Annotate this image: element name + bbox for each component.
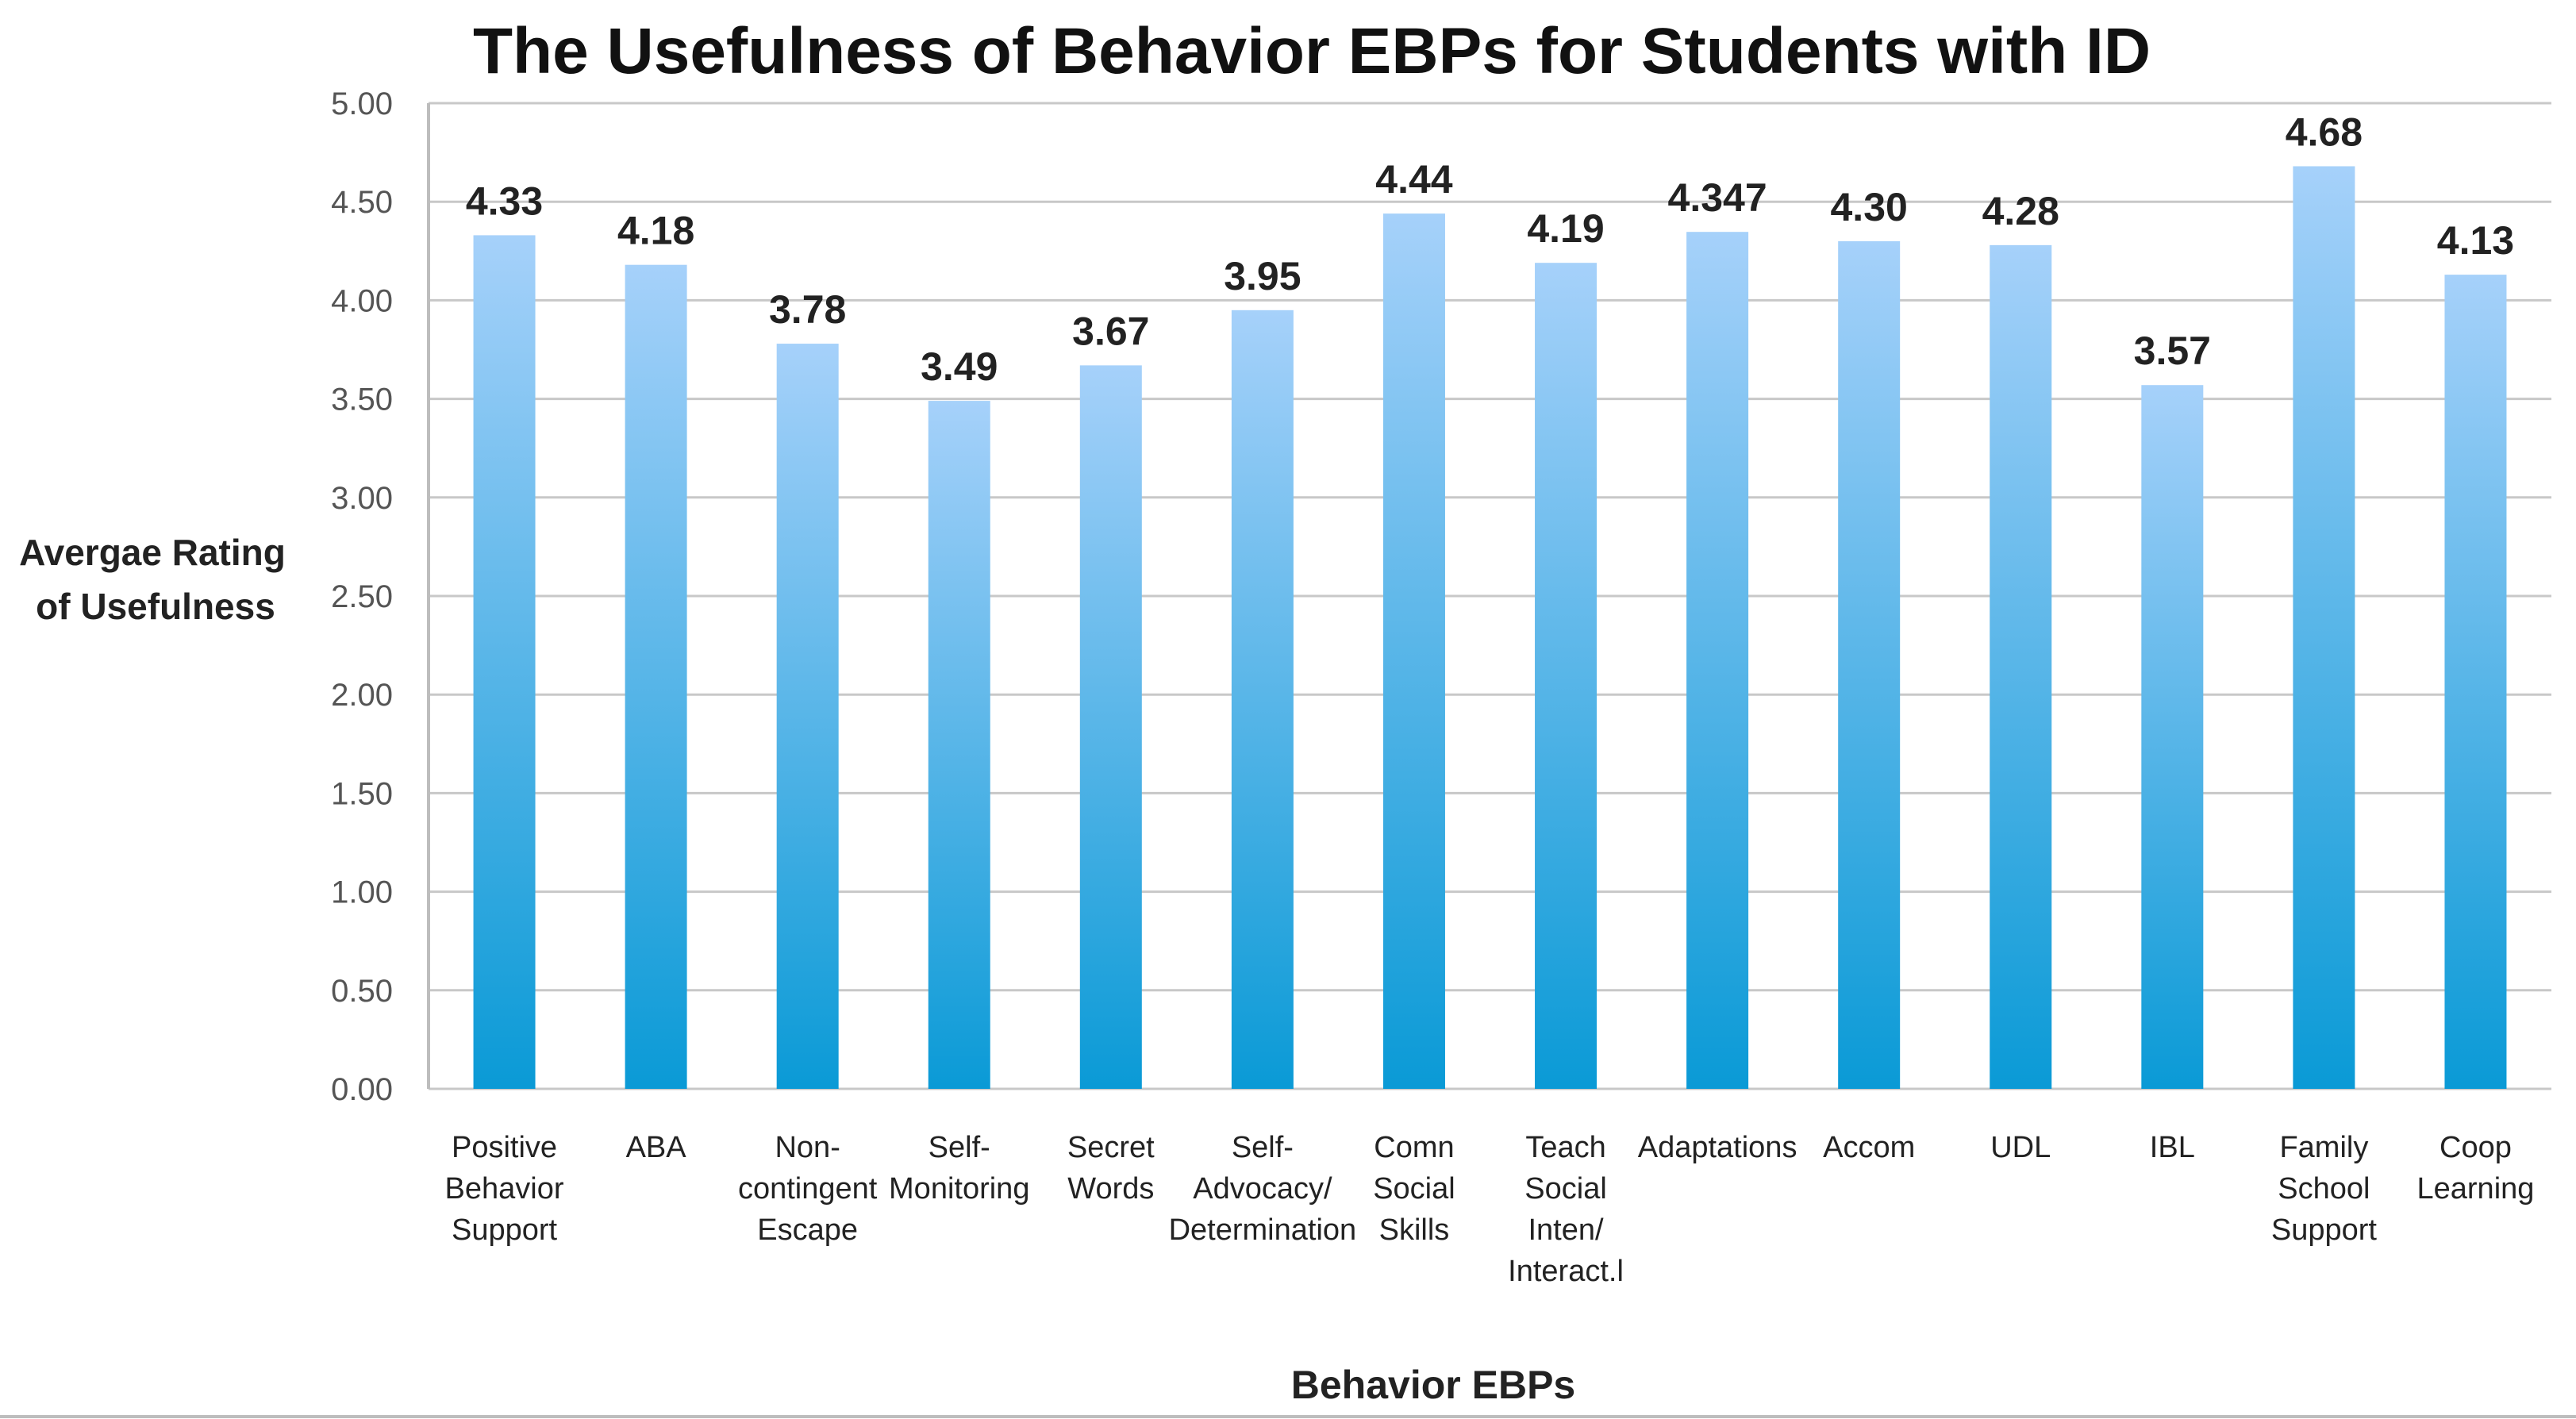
- data-label: 4.18: [617, 209, 694, 253]
- data-label: 4.13: [2437, 218, 2514, 263]
- data-label: 3.67: [1072, 309, 1149, 353]
- x-tick-label: Non-contingent Escape: [738, 1131, 878, 1247]
- data-label: 4.44: [1375, 157, 1453, 202]
- bar: [2444, 275, 2507, 1089]
- x-tick-label: UDL: [1990, 1131, 2051, 1164]
- data-label: 3.78: [769, 287, 846, 332]
- y-tick-label: 3.50: [331, 383, 393, 417]
- data-label: 4.68: [2286, 110, 2363, 154]
- x-tick-label: Adaptations: [1638, 1131, 1797, 1164]
- data-label: 4.347: [1668, 175, 1767, 220]
- y-tick-label: 4.50: [331, 185, 393, 220]
- y-tick-label: 5.00: [331, 87, 393, 121]
- data-label: 3.95: [1224, 254, 1301, 298]
- x-tick-label: Self-Advocacy/Determination: [1169, 1131, 1357, 1247]
- y-tick-label: 1.00: [331, 875, 393, 910]
- data-label: 3.57: [2134, 329, 2211, 373]
- y-tick-label: 3.00: [331, 481, 393, 516]
- x-axis-label: Behavior EBPs: [1291, 1363, 1575, 1407]
- bar: [625, 264, 687, 1089]
- y-tick-label: 4.00: [331, 283, 393, 318]
- x-tick-label: ABA: [626, 1131, 687, 1164]
- data-label: 4.19: [1527, 206, 1604, 251]
- data-label: 4.28: [1982, 189, 2059, 233]
- bar: [1686, 232, 1749, 1089]
- bar: [1838, 240, 1901, 1089]
- bar: [928, 401, 990, 1090]
- bar: [2141, 385, 2204, 1089]
- x-tick-label: Accom: [1823, 1131, 1915, 1164]
- x-tick-label: Comn Social Skills: [1373, 1131, 1455, 1247]
- bar: [1079, 365, 1142, 1089]
- y-tick-label: 0.50: [331, 974, 393, 1009]
- x-tick-label: Family School Support: [2271, 1131, 2378, 1247]
- y-axis-label-line-2: of Usefulness: [36, 586, 275, 627]
- y-tick-label: 2.50: [331, 579, 393, 614]
- bar: [1382, 213, 1445, 1089]
- bar: [776, 344, 839, 1090]
- x-tick-label: Self-Monitoring: [889, 1131, 1029, 1206]
- bar: [1231, 310, 1294, 1089]
- y-tick-label: 1.50: [331, 776, 393, 811]
- data-label: 4.30: [1831, 185, 1908, 229]
- x-tick-label: Coop Learning: [2417, 1131, 2535, 1206]
- x-tick-label: Teach Social Inten/Interact.l: [1508, 1131, 1624, 1288]
- bar: [2293, 166, 2355, 1089]
- x-tick-label: IBL: [2150, 1131, 2195, 1164]
- y-axis-label-line-1: Avergae Rating: [19, 532, 286, 573]
- bar: [1990, 244, 2052, 1089]
- bar: [1535, 263, 1598, 1090]
- data-label: 3.49: [921, 344, 998, 389]
- y-tick-label: 0.00: [331, 1072, 393, 1107]
- chart-title: The Usefulness of Behavior EBPs for Stud…: [473, 15, 2151, 87]
- x-tick-label: Secret Words: [1067, 1131, 1155, 1206]
- x-tick-label: Positive Behavior Support: [445, 1131, 564, 1247]
- data-label: 4.33: [466, 179, 543, 223]
- y-tick-label: 2.00: [331, 678, 393, 713]
- bar: [473, 235, 536, 1090]
